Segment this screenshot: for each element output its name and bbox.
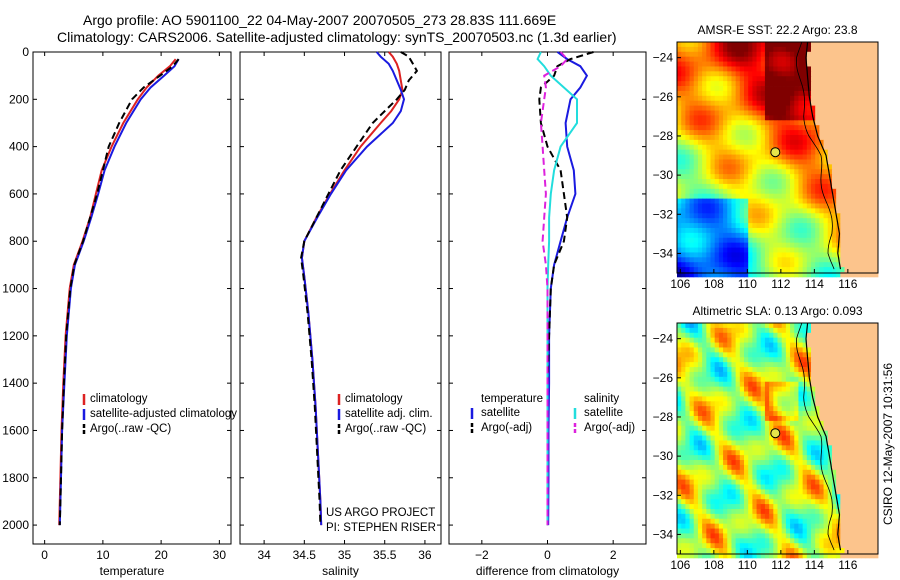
legend-temperature: climatology satellite-adjusted climatolog… [82,393,237,435]
profile-panel-difference: −2 0 2 difference from climatology temperatu… [448,51,647,578]
x-tick-label: 114 [805,277,824,291]
legend-label: satellite-adjusted climatology [90,408,237,420]
y-tick-label: 400 [9,140,29,154]
x-tick-label: 114 [805,558,824,572]
map-title: AMSR-E SST: 22.2 Argo: 23.8 [697,23,857,37]
series-line-argo-raw-qc- [300,51,419,526]
y-tick-label: 1400 [2,376,29,390]
isobath-line [795,41,835,270]
side-timestamp-label: CSIRO 12-May-2007 10:31:56 [881,363,895,525]
project-annotation: PI: STEPHEN RISER [326,522,436,534]
legend-label: Argo(-adj) [481,422,532,434]
y-tick-label: 1000 [2,282,29,296]
legend-label: climatology [345,393,403,405]
coastline [805,41,842,270]
x-tick-label: 0 [41,548,48,562]
y-tick-label: 1200 [2,329,29,343]
profile-panel-temperature: 0 10 20 30 temperature 0 200 400 600 800 1000 1200 1… [2,45,237,578]
legend-heading: temperature [481,393,543,405]
legend-salinity: climatology satellite adj. clim. Argo(..ra… [337,393,433,435]
x-tick-label: 116 [838,277,857,291]
x-tick-label: 35 [338,548,352,562]
legend-label: Argo(..raw -QC) [345,423,426,435]
plot-frame [32,51,232,545]
legend-label: Argo(-adj) [584,422,635,434]
legend-label: climatology [90,393,148,405]
x-tick-label: 2 [610,548,617,562]
legend-label: Argo(..raw -QC) [90,423,171,435]
x-tick-label: 112 [771,558,790,572]
x-tick-label: 34.5 [293,548,317,562]
map-panel-sla_map: Altimetric SLA: 0.13 Argo: 0.093 106 108 11… [653,304,879,572]
figure-title-line1: Argo profile: AO 5901100_22 04-May-2007 … [83,12,556,28]
isobath-line [795,322,835,551]
argo-position-marker [770,147,781,158]
y-tick-label: −30 [653,449,674,463]
y-tick-label: 1600 [2,423,29,437]
project-annotation: US ARGO PROJECT [326,507,435,519]
map-field [677,42,879,278]
map-frame [676,322,879,555]
y-tick-label: −32 [653,207,674,221]
y-tick-label: −24 [653,332,674,346]
y-tick-label: −24 [653,51,674,65]
x-tick-label: 20 [154,548,168,562]
x-axis-label: temperature [100,564,165,578]
x-tick-label: 30 [213,548,227,562]
x-axis-label: salinity [322,564,359,578]
x-tick-label: 34 [257,548,271,562]
x-tick-label: 116 [838,558,857,572]
y-tick-label: −28 [653,129,674,143]
x-tick-label: 108 [704,277,724,291]
y-tick-label: 1800 [2,471,29,485]
x-tick-label: 108 [704,558,724,572]
coastline [805,322,842,551]
legend-label: satellite [481,407,520,419]
x-tick-label: 112 [771,277,790,291]
x-tick-label: −2 [475,548,489,562]
series-line-argo-raw-qc- [58,58,180,526]
map-frame [676,41,879,274]
y-tick-label: −32 [653,488,674,502]
x-tick-label: 110 [738,558,757,572]
x-tick-label: 0 [544,548,551,562]
y-tick-label: −34 [653,527,674,541]
series-line-temperature-satellite [547,51,589,526]
map-title: Altimetric SLA: 0.13 Argo: 0.093 [692,304,862,318]
argo-position-marker [770,428,781,439]
legend-label: satellite [584,407,623,419]
figure-title-line2: Climatology: CARS2006. Satellite-adjuste… [57,29,617,45]
profile-panel-salinity: 34 34.5 35 35.5 36 salinity climatology satelli… [239,51,442,578]
y-tick-label: 0 [22,45,29,59]
x-tick-label: 106 [670,277,690,291]
legend-label: satellite adj. clim. [345,408,433,420]
y-tick-label: −26 [653,371,674,385]
x-tick-label: 106 [670,558,690,572]
y-tick-label: −28 [653,410,674,424]
x-axis-label: difference from climatology [476,564,619,578]
y-tick-label: 800 [9,234,29,248]
x-tick-label: 10 [96,548,110,562]
y-tick-label: −26 [653,90,674,104]
map-panel-sst_map: AMSR-E SST: 22.2 Argo: 23.8 106 108 110 112 1… [653,23,879,291]
y-tick-label: 200 [9,92,29,106]
series-line-salinity-argo-adj- [539,51,569,526]
y-tick-label: −34 [653,246,674,260]
y-tick-label: 2000 [2,518,29,532]
map-field [677,323,879,559]
plot-frame [239,51,442,545]
legend-difference: temperature satellite Argo(-adj) salinity sa… [470,393,635,434]
legend-heading: salinity [584,393,619,405]
y-tick-label: 600 [9,187,29,201]
x-tick-label: 110 [738,277,757,291]
x-tick-label: 35.5 [373,548,397,562]
y-tick-label: −30 [653,168,674,182]
x-tick-label: 36 [418,548,432,562]
